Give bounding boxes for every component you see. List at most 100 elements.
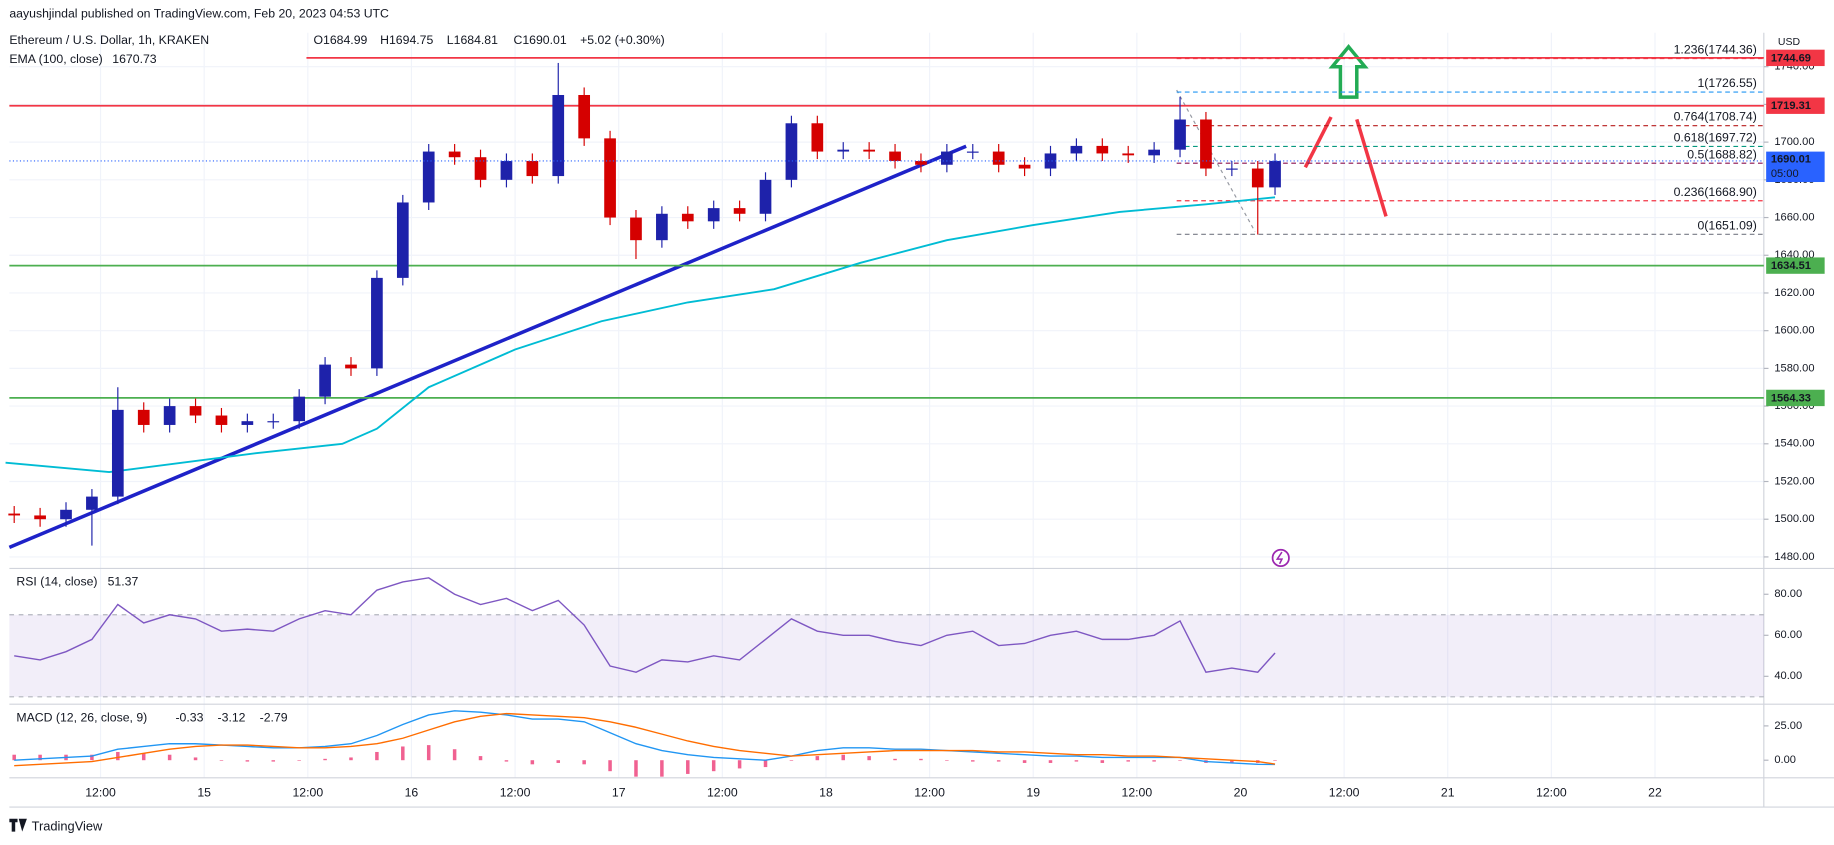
candle-body bbox=[733, 208, 746, 214]
x-tick-label: 22 bbox=[1648, 785, 1662, 799]
candle-body bbox=[630, 217, 642, 241]
macd-hist-bar bbox=[504, 760, 509, 762]
macd-hist-bar bbox=[1022, 760, 1027, 763]
logo bbox=[9, 818, 27, 832]
candle-body bbox=[1044, 153, 1057, 169]
ema-name: EMA (100, close) bbox=[9, 52, 102, 66]
macd-hist-bar bbox=[1230, 760, 1234, 763]
candle-body bbox=[189, 406, 202, 416]
macd-hist-bar bbox=[219, 760, 224, 761]
macd-hist-bar bbox=[608, 760, 612, 772]
macd-hist-bar bbox=[971, 760, 975, 762]
header-item: O1684.99 bbox=[313, 33, 367, 47]
x-tick-label: 12:00 bbox=[707, 785, 738, 799]
macd-hist-bar bbox=[815, 756, 820, 761]
alert-bolt bbox=[1275, 551, 1284, 565]
macd-hist-bar bbox=[167, 754, 172, 761]
candle-body bbox=[448, 151, 461, 158]
macd-hist-bar bbox=[1273, 760, 1277, 761]
candle-body bbox=[941, 151, 953, 165]
fib-label: 0.5(1688.82) bbox=[1687, 147, 1757, 161]
up-arrow bbox=[1328, 44, 1369, 99]
candle-body bbox=[345, 364, 357, 369]
ema-line bbox=[5, 196, 1276, 474]
y-tick-label: 60.00 bbox=[1774, 629, 1802, 641]
level-label: 1564.33 bbox=[1771, 392, 1811, 404]
footer: TradingView bbox=[9, 818, 103, 833]
candle-body bbox=[811, 123, 824, 152]
candle-body bbox=[526, 160, 539, 177]
x-tick-label: 17 bbox=[612, 785, 626, 799]
x-tick-label: 21 bbox=[1441, 785, 1455, 799]
x-tick-label: 12:00 bbox=[914, 785, 945, 799]
level-label: 1719.31 bbox=[1771, 100, 1811, 112]
macd-hist-bar bbox=[271, 760, 276, 762]
macd-hist-bar bbox=[245, 760, 250, 762]
candle-body bbox=[396, 202, 409, 278]
candle-body bbox=[1096, 145, 1109, 154]
fib-label: 0(1651.09) bbox=[1697, 218, 1756, 232]
macd-hist-bar bbox=[945, 760, 949, 761]
macd-hist-bar bbox=[582, 760, 586, 765]
last-price-box bbox=[1766, 151, 1825, 183]
macd-last: -3.12 bbox=[218, 710, 246, 724]
candle-body bbox=[1200, 119, 1212, 169]
header-item: C1690.01 bbox=[513, 33, 566, 47]
level-box bbox=[1766, 257, 1825, 274]
candle-body bbox=[837, 149, 850, 152]
macd-hist-bar bbox=[996, 760, 1001, 762]
macd-hist-bar bbox=[1048, 760, 1053, 763]
macd-hist-bar bbox=[919, 758, 923, 761]
level-box bbox=[1766, 49, 1825, 67]
x-tick-label: 12:00 bbox=[292, 785, 323, 799]
candle-body bbox=[241, 421, 254, 425]
header-item: +5.02 (+0.30%) bbox=[580, 33, 665, 47]
macd-hist-bar bbox=[1178, 760, 1182, 761]
candle-body bbox=[163, 406, 176, 425]
macd-last: -0.33 bbox=[175, 710, 203, 724]
y-tick-label: 1540.00 bbox=[1774, 438, 1814, 450]
x-tick-label: 12:00 bbox=[1329, 785, 1360, 799]
level-label: 1634.51 bbox=[1771, 260, 1811, 272]
fib-label: 0.764(1708.74) bbox=[1674, 110, 1757, 124]
y-tick-label: 80.00 bbox=[1774, 588, 1802, 600]
x-tick-label: 20 bbox=[1234, 785, 1248, 799]
macd-hist-bar bbox=[12, 754, 16, 761]
x-tick-label: 15 bbox=[197, 785, 211, 799]
header-item: L1684.81 bbox=[447, 33, 498, 47]
macd-hist-bar bbox=[711, 760, 716, 772]
macd-hist-bar bbox=[1152, 760, 1156, 762]
candle-body bbox=[656, 213, 668, 241]
level-label: 1744.69 bbox=[1771, 52, 1811, 64]
candle-body bbox=[759, 179, 772, 214]
candle-body bbox=[8, 513, 21, 516]
candle-body bbox=[1226, 168, 1238, 170]
level-box bbox=[1766, 389, 1825, 407]
x-tick-label: 18 bbox=[819, 785, 833, 799]
candle-body bbox=[34, 515, 46, 520]
candle-body bbox=[1070, 145, 1083, 154]
macd-hist-bar bbox=[90, 754, 94, 761]
candle-body bbox=[111, 409, 124, 497]
candle-body bbox=[60, 509, 72, 520]
last-price: 1690.01 bbox=[1771, 154, 1811, 166]
macd-hist-bar bbox=[530, 760, 535, 765]
macd-hist-bar bbox=[452, 749, 457, 761]
candle-body bbox=[1174, 119, 1186, 150]
macd-hist-bar bbox=[323, 758, 327, 761]
rsi-line bbox=[14, 577, 1276, 673]
macd-hist-bar bbox=[867, 756, 871, 761]
x-tick-label: 16 bbox=[405, 785, 419, 799]
candle-body bbox=[500, 160, 513, 180]
macd-hist-bar bbox=[893, 758, 897, 761]
candle-body bbox=[1251, 168, 1264, 188]
x-tick-label: 12:00 bbox=[85, 785, 116, 799]
alert-icon[interactable] bbox=[1271, 548, 1290, 568]
candle-body bbox=[137, 409, 150, 425]
macd-name: MACD (12, 26, close, 9) bbox=[16, 710, 147, 724]
trendline bbox=[8, 144, 967, 550]
level-box bbox=[1766, 97, 1825, 114]
fib-label: 0.618(1697.72) bbox=[1674, 130, 1757, 144]
macd-hist-bar bbox=[1126, 760, 1130, 762]
